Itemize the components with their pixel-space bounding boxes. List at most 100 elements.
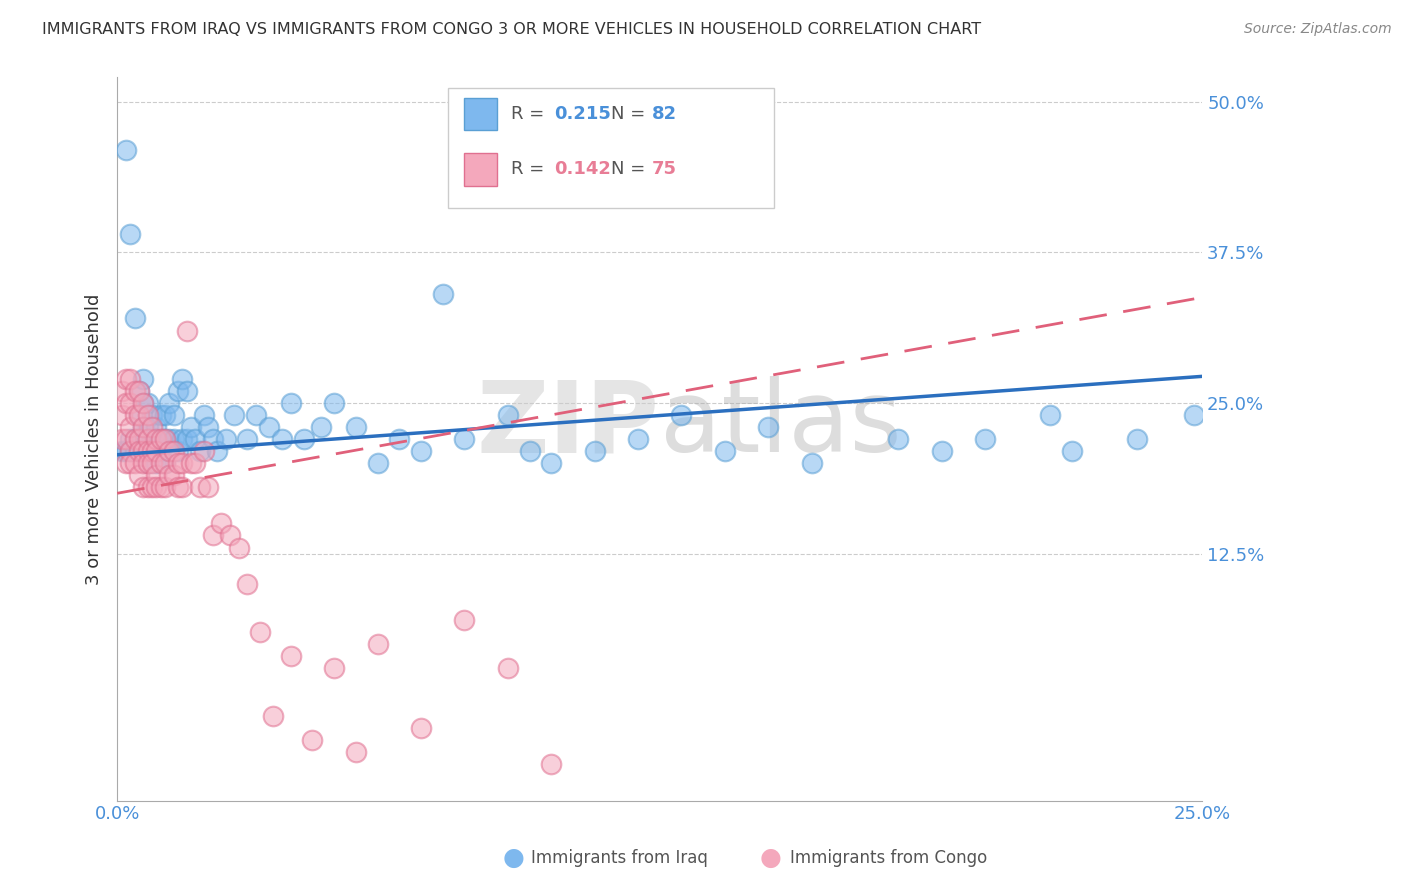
Point bbox=[756, 420, 779, 434]
Point bbox=[172, 480, 194, 494]
Text: IMMIGRANTS FROM IRAQ VS IMMIGRANTS FROM CONGO 3 OR MORE VEHICLES IN HOUSEHOLD CO: IMMIGRANTS FROM IRAQ VS IMMIGRANTS FROM … bbox=[42, 22, 981, 37]
Point bbox=[141, 444, 163, 458]
Text: R =: R = bbox=[510, 104, 550, 122]
FancyBboxPatch shape bbox=[464, 153, 496, 186]
Text: Immigrants from Iraq: Immigrants from Iraq bbox=[531, 849, 709, 867]
Point bbox=[167, 480, 190, 494]
Point bbox=[162, 468, 184, 483]
Point bbox=[176, 384, 198, 398]
Text: ●: ● bbox=[502, 847, 524, 870]
Point bbox=[128, 408, 150, 422]
Point bbox=[496, 661, 519, 675]
Point bbox=[519, 444, 541, 458]
Point bbox=[215, 432, 238, 446]
Text: ZIP: ZIP bbox=[477, 376, 659, 473]
Point bbox=[128, 444, 150, 458]
Point bbox=[153, 456, 176, 470]
Point bbox=[132, 396, 155, 410]
Point bbox=[141, 444, 163, 458]
Point bbox=[197, 480, 219, 494]
Point bbox=[292, 432, 315, 446]
Point bbox=[115, 456, 138, 470]
Point bbox=[120, 444, 142, 458]
Text: N =: N = bbox=[610, 104, 651, 122]
Point bbox=[115, 444, 138, 458]
Point bbox=[1039, 408, 1062, 422]
Point bbox=[167, 444, 190, 458]
Point bbox=[197, 420, 219, 434]
Point bbox=[141, 480, 163, 494]
Point bbox=[136, 480, 159, 494]
Point bbox=[1060, 444, 1083, 458]
Point bbox=[228, 541, 250, 555]
Point bbox=[128, 444, 150, 458]
Point bbox=[271, 432, 294, 446]
Point bbox=[124, 444, 146, 458]
Point bbox=[132, 444, 155, 458]
Point bbox=[157, 444, 180, 458]
Point bbox=[172, 456, 194, 470]
Point bbox=[162, 408, 184, 422]
Text: R =: R = bbox=[510, 161, 550, 178]
Point bbox=[149, 432, 172, 446]
Point bbox=[149, 408, 172, 422]
Point bbox=[128, 384, 150, 398]
Point bbox=[120, 456, 142, 470]
Point bbox=[671, 408, 693, 422]
Point bbox=[1182, 408, 1205, 422]
Point bbox=[800, 456, 823, 470]
Point bbox=[145, 444, 167, 458]
Point bbox=[184, 432, 207, 446]
Point bbox=[132, 372, 155, 386]
Point bbox=[249, 624, 271, 639]
Point bbox=[201, 528, 224, 542]
Point bbox=[205, 444, 228, 458]
Point bbox=[128, 432, 150, 446]
Point bbox=[153, 432, 176, 446]
Text: 75: 75 bbox=[652, 161, 678, 178]
Point bbox=[136, 396, 159, 410]
Point bbox=[219, 528, 242, 542]
Point bbox=[540, 456, 562, 470]
Point bbox=[409, 721, 432, 735]
Point bbox=[344, 746, 367, 760]
Point bbox=[132, 420, 155, 434]
Point bbox=[132, 480, 155, 494]
Point bbox=[931, 444, 953, 458]
Point bbox=[153, 456, 176, 470]
Point bbox=[145, 456, 167, 470]
Point bbox=[172, 432, 194, 446]
Point bbox=[162, 444, 184, 458]
Point bbox=[124, 456, 146, 470]
Point bbox=[149, 480, 172, 494]
Point bbox=[141, 420, 163, 434]
Point bbox=[496, 408, 519, 422]
Y-axis label: 3 or more Vehicles in Household: 3 or more Vehicles in Household bbox=[86, 293, 103, 585]
Point bbox=[367, 456, 389, 470]
Point bbox=[141, 408, 163, 422]
Point bbox=[128, 468, 150, 483]
Point bbox=[157, 432, 180, 446]
Point bbox=[124, 432, 146, 446]
Point bbox=[115, 396, 138, 410]
Point bbox=[124, 384, 146, 398]
Point bbox=[176, 432, 198, 446]
Point bbox=[149, 456, 172, 470]
Point bbox=[110, 432, 132, 446]
Text: N =: N = bbox=[610, 161, 651, 178]
Text: atlas: atlas bbox=[659, 376, 901, 473]
Point bbox=[145, 468, 167, 483]
Point bbox=[128, 384, 150, 398]
Point bbox=[201, 432, 224, 446]
Point bbox=[453, 432, 475, 446]
Point bbox=[141, 432, 163, 446]
Text: 0.215: 0.215 bbox=[554, 104, 612, 122]
Text: Immigrants from Congo: Immigrants from Congo bbox=[790, 849, 987, 867]
Point bbox=[224, 408, 246, 422]
Point bbox=[136, 408, 159, 422]
Point bbox=[209, 516, 232, 531]
Point bbox=[157, 396, 180, 410]
Point bbox=[540, 757, 562, 772]
Point bbox=[149, 444, 172, 458]
Point bbox=[136, 432, 159, 446]
